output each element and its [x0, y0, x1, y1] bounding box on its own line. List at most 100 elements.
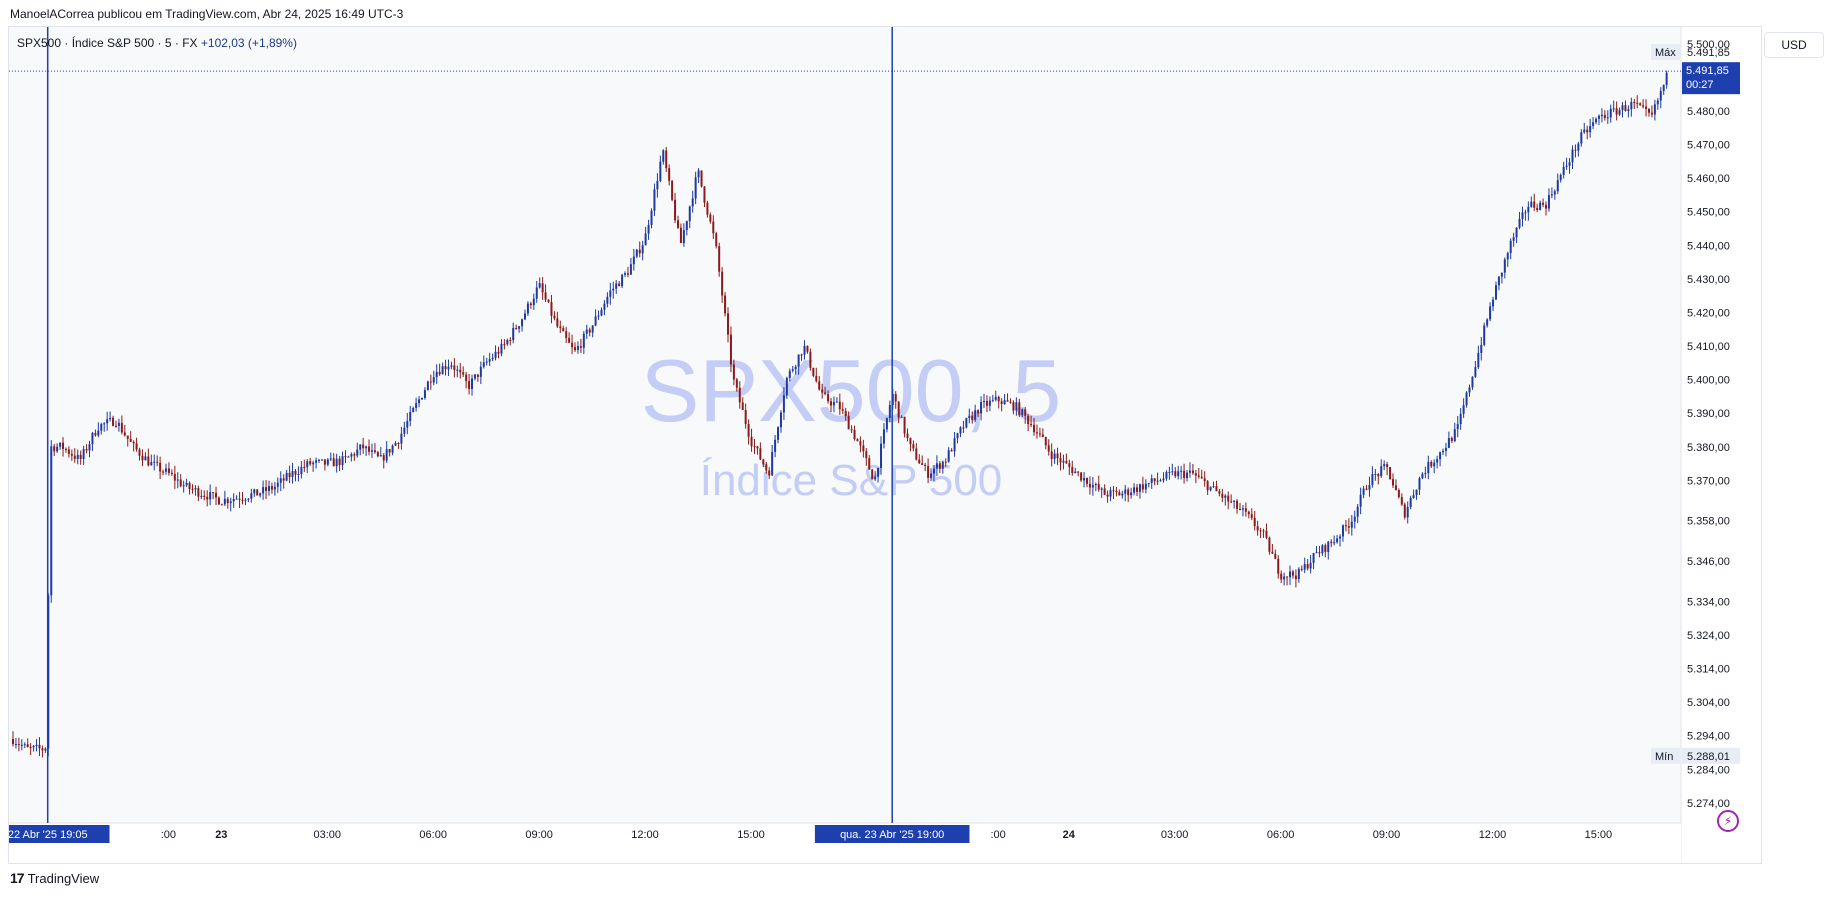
candle-body [1188, 470, 1191, 473]
candle-body [1459, 413, 1462, 425]
candle-body [323, 459, 326, 465]
candle-body [1421, 473, 1424, 479]
candle-body [1453, 429, 1456, 442]
flash-icon[interactable]: ⚡ [1717, 810, 1739, 832]
candle-body [571, 342, 574, 348]
symbol-legend[interactable]: SPX500 · Índice S&P 500 · 5 · FX +102,03… [17, 36, 297, 50]
candle-body [635, 249, 638, 257]
candle-body [509, 339, 512, 341]
candle-body [1212, 486, 1215, 488]
candle-body [765, 464, 768, 471]
candle-body [744, 409, 747, 425]
candle-body [1624, 105, 1627, 111]
candle-body [1083, 477, 1086, 481]
candle-body [900, 416, 903, 418]
candle-body [1330, 541, 1333, 544]
candle-body [1609, 108, 1612, 118]
candle-body [1341, 525, 1344, 537]
candle-body [1545, 204, 1548, 209]
candle-body [1353, 516, 1356, 522]
candle-body [694, 177, 697, 199]
candle-body [479, 366, 482, 377]
candle-body [1115, 490, 1118, 493]
symbol-name[interactable]: SPX500 · Índice S&P 500 · 5 · FX [17, 36, 198, 50]
candle-body [1336, 538, 1339, 543]
candle-body [1562, 166, 1565, 175]
candle-body [1165, 471, 1168, 479]
candle-body [856, 439, 859, 442]
candle-body [862, 445, 865, 452]
candle-body [1321, 545, 1324, 554]
candle-body [724, 295, 727, 314]
candle-body [991, 399, 994, 401]
candle-body [632, 256, 635, 265]
candle-body [318, 459, 321, 461]
candle-body [429, 381, 432, 383]
candle-body [797, 354, 800, 367]
candle-body [26, 744, 29, 748]
x-tick-label: 12:00 [1479, 829, 1507, 841]
y-tick-label: 5.440,00 [1687, 240, 1730, 252]
candle-body [1183, 470, 1186, 479]
candle-body [771, 451, 774, 476]
candle-body [76, 454, 79, 459]
candle-body [359, 444, 362, 450]
candle-body [1462, 405, 1465, 414]
y-tick-label: 5.460,00 [1687, 173, 1730, 185]
candle-body [656, 180, 659, 190]
candle-body [391, 445, 394, 453]
candle-body [1094, 484, 1097, 486]
candle-body [1091, 484, 1094, 488]
candle-body [141, 455, 144, 461]
candle-body [1171, 471, 1174, 473]
candle-body [603, 303, 606, 310]
candle-body [1362, 488, 1365, 495]
candle-body [1350, 521, 1353, 528]
candle-body [97, 430, 100, 436]
price-axis[interactable] [1681, 27, 1761, 863]
candle-body [1377, 473, 1380, 477]
candle-body [932, 468, 935, 474]
candle-body [871, 469, 874, 480]
candle-body [1044, 437, 1047, 446]
candle-body [1509, 240, 1512, 254]
price-chart[interactable]: SPX500, 5 Índice S&P 500 22 Abr '25 19:0… [9, 27, 1761, 863]
candle-body [112, 417, 115, 426]
candle-body [729, 334, 732, 365]
y-tick-label: 5.470,00 [1687, 140, 1730, 152]
candle-body [1200, 476, 1203, 479]
candle-body [82, 449, 85, 459]
currency-button[interactable]: USD [1764, 32, 1824, 58]
candle-body [385, 449, 388, 461]
candle-body [794, 366, 797, 370]
candle-body [167, 468, 170, 473]
chart-frame[interactable]: SPX500, 5 Índice S&P 500 22 Abr '25 19:0… [8, 26, 1762, 864]
candle-body [232, 498, 235, 502]
candle-body [1356, 506, 1359, 517]
candle-body [1586, 129, 1589, 133]
candle-body [759, 448, 762, 460]
candle-body [456, 369, 459, 371]
candle-body [688, 206, 691, 222]
candle-body [1150, 478, 1153, 483]
candle-body [597, 315, 600, 317]
y-tick-label: 5.284,00 [1687, 764, 1730, 776]
candle-body [41, 748, 44, 751]
candle-body [1533, 201, 1536, 208]
candle-body [1286, 576, 1289, 578]
candle-body [1647, 109, 1650, 113]
candle-body [1030, 424, 1033, 426]
tradingview-mark-icon: 17 [10, 870, 25, 886]
candle-body [450, 365, 453, 367]
candle-body [1518, 218, 1521, 228]
candle-body [1500, 272, 1503, 277]
candle-body [676, 220, 679, 228]
candle-body [1009, 401, 1012, 403]
candle-body [779, 412, 782, 428]
candle-body [565, 331, 568, 338]
candle-body [1109, 490, 1112, 497]
tradingview-logo[interactable]: 17 TradingView [10, 870, 99, 886]
candle-body [1547, 195, 1550, 209]
y-tick-label: 5.334,00 [1687, 596, 1730, 608]
candle-body [1112, 490, 1115, 492]
